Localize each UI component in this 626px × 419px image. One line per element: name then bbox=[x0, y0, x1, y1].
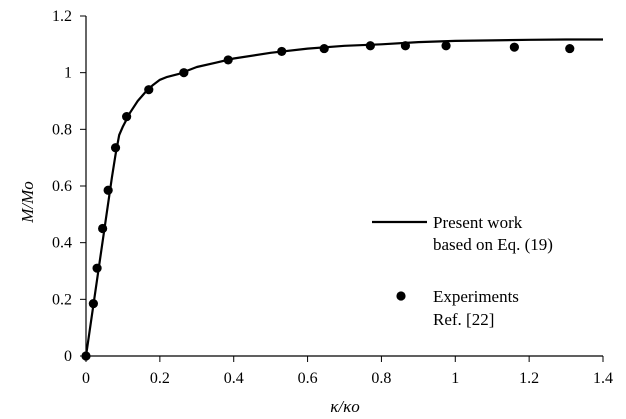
y-tick-label: 0.2 bbox=[52, 291, 72, 308]
axes bbox=[85, 16, 603, 357]
data-point-experiment bbox=[144, 85, 154, 95]
x-tick-label: 0.6 bbox=[298, 370, 318, 387]
data-point-experiment bbox=[441, 41, 451, 51]
ticks: 0 0.2 0.4 0.6 0.8 1 1.2 1.4 0 0.2 0.4 0.6 0.8 1 1.2 bbox=[52, 8, 613, 387]
data-point-experiment bbox=[88, 298, 98, 309]
y-tick-label: 0.6 bbox=[52, 178, 72, 195]
legend-label-present-work: based on Eq. (19) bbox=[433, 235, 553, 254]
data-point-experiment bbox=[509, 42, 519, 52]
data-point-experiment bbox=[365, 41, 375, 51]
series-line-present-work bbox=[84, 38, 603, 357]
x-tick-label: 0.2 bbox=[150, 370, 170, 387]
legend-marker-swatch bbox=[396, 291, 406, 301]
data-point-experiment bbox=[319, 43, 329, 54]
x-tick-label: 1 bbox=[451, 370, 459, 387]
plot-area bbox=[81, 38, 603, 361]
x-axis-title: κ/κo bbox=[330, 397, 360, 416]
x-tick-label: 0 bbox=[82, 370, 90, 387]
y-tick-label: 0.8 bbox=[52, 121, 72, 138]
data-point-experiment bbox=[81, 351, 91, 361]
x-tick-label: 1.2 bbox=[519, 370, 539, 387]
y-tick-label: 0 bbox=[64, 348, 72, 365]
x-tick-label: 0.8 bbox=[371, 370, 391, 387]
data-point-experiment bbox=[277, 46, 287, 57]
data-point-experiment bbox=[400, 41, 411, 51]
x-tick-label: 1.4 bbox=[593, 370, 613, 387]
data-point-experiment bbox=[110, 143, 121, 153]
data-point-experiment bbox=[179, 68, 189, 78]
data-point-experiment bbox=[122, 111, 132, 122]
y-tick-label: 0.4 bbox=[52, 235, 72, 252]
data-point-experiment bbox=[103, 185, 113, 195]
legend-label-experiments: Experiments bbox=[433, 287, 519, 306]
y-axis-title: M/Mo bbox=[18, 181, 37, 224]
y-tick-label: 1 bbox=[64, 65, 72, 82]
y-tick-label: 1.2 bbox=[52, 8, 72, 25]
data-point-experiment bbox=[565, 43, 575, 54]
legend: Present work based on Eq. (19) Experiments… bbox=[372, 213, 553, 329]
data-point-experiment bbox=[98, 223, 108, 234]
legend-label-experiments: Ref. [22] bbox=[433, 310, 494, 329]
data-point-experiment bbox=[223, 55, 233, 65]
data-point-experiment bbox=[92, 263, 102, 273]
x-tick-label: 0.4 bbox=[224, 370, 244, 387]
legend-label-present-work: Present work bbox=[433, 213, 523, 232]
